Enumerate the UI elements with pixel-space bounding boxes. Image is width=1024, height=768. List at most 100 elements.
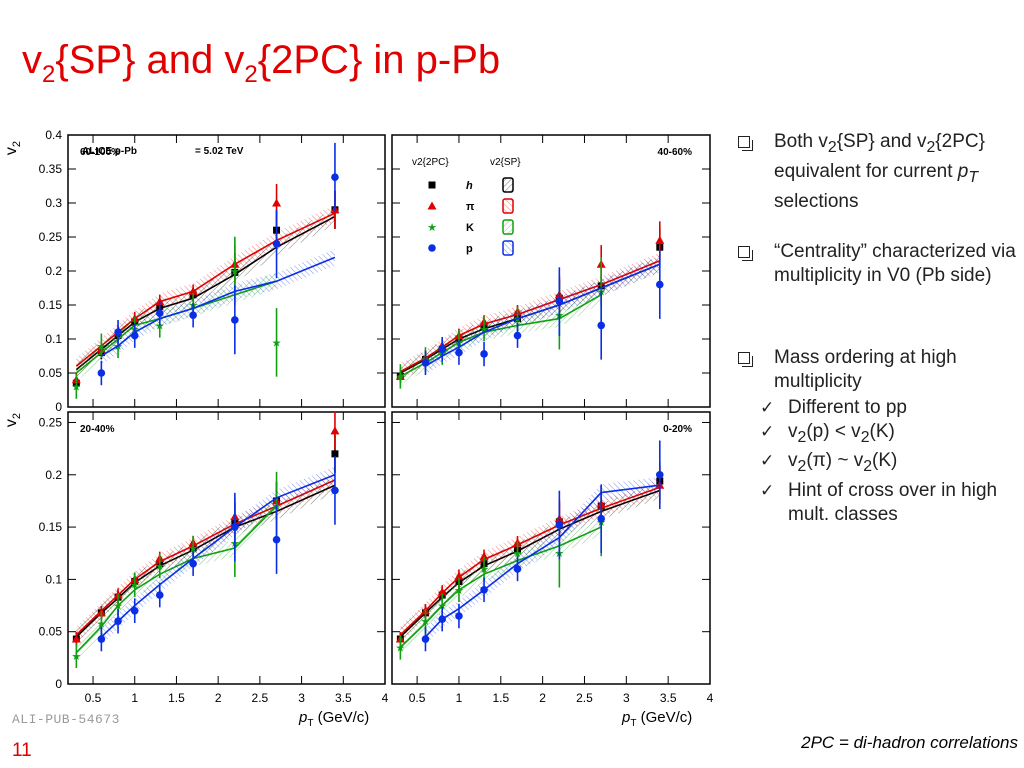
data-point-p	[455, 612, 463, 620]
legend-marker-k: ★	[427, 221, 437, 234]
data-point-p	[97, 635, 106, 643]
sub-bullet-item: ✓ Different to pp	[736, 396, 1021, 420]
data-point-pi	[188, 286, 198, 295]
sp-band-2	[400, 518, 602, 656]
sub-bullet-list: ✓ Different to pp ✓ v2(p) < v2(K) ✓ v2(π…	[736, 396, 1021, 528]
x-tick-label: 1.5	[492, 691, 509, 705]
data-point-k: ★	[513, 547, 523, 560]
y-tick-label: 0.35	[39, 162, 63, 176]
page-number: 11	[12, 740, 32, 761]
legend-label: π	[466, 201, 475, 213]
bullet-text: {2PC} equivalent for current	[774, 131, 985, 182]
data-point-k: ★	[188, 542, 198, 555]
data-point-p	[114, 617, 122, 626]
data-point-k: ★	[454, 584, 464, 597]
y-tick-label: 0.15	[39, 520, 63, 534]
data-point-k: ★	[96, 340, 106, 353]
y-tick-label: 0.3	[45, 196, 62, 210]
legend-marker-h	[428, 181, 436, 189]
title-sub: 2	[42, 61, 56, 88]
legend-label: h	[466, 180, 473, 192]
sp-line-3	[100, 256, 336, 357]
sub-bullet-text: Hint of cross over in high mult. classes	[788, 480, 998, 526]
data-point-p	[155, 309, 164, 317]
data-point-p	[438, 345, 447, 354]
data-point-p	[331, 173, 339, 181]
bullet-sub: 2	[827, 138, 837, 156]
sub-bullet-text: (K)	[872, 450, 898, 472]
centrality-label: 40-60%	[658, 147, 693, 158]
x-tick-label: 2.5	[252, 691, 269, 705]
y-tick-label: 0.25	[39, 415, 63, 429]
data-point-k: ★	[71, 650, 81, 663]
x-tick-label: 3	[298, 691, 305, 705]
y-tick-label: 0.1	[45, 332, 62, 346]
data-point-p	[130, 331, 139, 340]
data-point-p	[331, 486, 339, 495]
y-axis-label: v2	[3, 413, 23, 427]
x-tick-label: 1	[456, 691, 463, 705]
legend-band-swatch	[502, 177, 514, 193]
data-point-k: ★	[230, 265, 240, 278]
energy-label: = 5.02 TeV	[195, 146, 244, 157]
data-point-k: ★	[71, 381, 81, 394]
data-point-p	[155, 591, 164, 599]
checkbox-bullet-icon	[738, 136, 753, 151]
sub-bullet-item: ✓ Hint of cross over in high mult. class…	[736, 479, 1021, 527]
data-point-p	[189, 559, 197, 568]
bullet-sub: T	[968, 168, 979, 186]
panel-frame	[67, 411, 386, 685]
x-tick-label: 3.5	[660, 691, 677, 705]
data-point-p	[421, 359, 430, 367]
y-tick-label: 0.15	[39, 298, 63, 312]
sp-band-1	[76, 205, 335, 375]
legend-label: K	[466, 222, 474, 234]
sub-bullet-sub: 2	[860, 428, 870, 446]
data-point-k: ★	[421, 615, 431, 628]
data-point-p	[130, 606, 139, 615]
bullet-text: Both v	[774, 131, 828, 152]
data-point-pi	[330, 426, 340, 435]
sub-bullet-item: ✓ v2(p) < v2(K)	[736, 420, 1021, 450]
legend-label: p	[466, 243, 473, 255]
data-point-k: ★	[272, 336, 282, 349]
checkmark-icon: ✓	[760, 451, 775, 472]
data-point-p	[480, 586, 488, 594]
legend-band-swatch	[502, 240, 514, 256]
data-point-p	[655, 470, 664, 479]
checkbox-bullet-icon	[738, 245, 753, 261]
sub-bullet-item: ✓ v2(π) ~ v2(K)	[736, 449, 1021, 479]
panel-frame	[391, 134, 711, 408]
data-point-pi	[272, 198, 282, 207]
legend-marker-pi	[427, 201, 437, 210]
x-tick-label: 1.5	[168, 691, 185, 705]
data-point-k: ★	[479, 563, 489, 576]
y-tick-label: 0.1	[45, 572, 62, 586]
data-point-p	[513, 565, 522, 573]
title-sub: 2	[244, 61, 258, 88]
sp-band-3	[425, 256, 660, 375]
checkmark-icon: ✓	[760, 481, 775, 502]
sub-bullet-text: (π) ~ v	[806, 450, 864, 472]
title-text: {2PC} in p-Pb	[257, 38, 501, 82]
x-tick-label: 2	[539, 691, 546, 705]
data-point-k: ★	[395, 641, 405, 654]
legend-band-swatch	[502, 219, 514, 235]
data-point-p	[455, 348, 463, 357]
data-point-pi	[479, 551, 489, 560]
y-tick-label: 0.05	[39, 366, 63, 380]
y-tick-label: 0.05	[39, 625, 63, 639]
x-tick-label: 0.5	[409, 691, 426, 705]
figure-id: ALI-PUB-54673	[12, 712, 120, 727]
data-point-p	[189, 311, 197, 320]
x-axis-label: pT (GeV/c)	[621, 709, 692, 729]
y-tick-label: 0.25	[39, 230, 63, 244]
bullet-sub: 2	[926, 138, 936, 156]
y-tick-label: 0	[55, 677, 62, 691]
x-axis-label: pT (GeV/c)	[298, 709, 369, 729]
sub-bullet-sub: 2	[797, 428, 807, 446]
checkmark-icon: ✓	[760, 421, 775, 442]
panel-frame	[391, 411, 711, 685]
bullet-list: Both v2{SP} and v2{2PC} equivalent for c…	[736, 130, 1021, 527]
checkmark-icon: ✓	[760, 397, 775, 418]
